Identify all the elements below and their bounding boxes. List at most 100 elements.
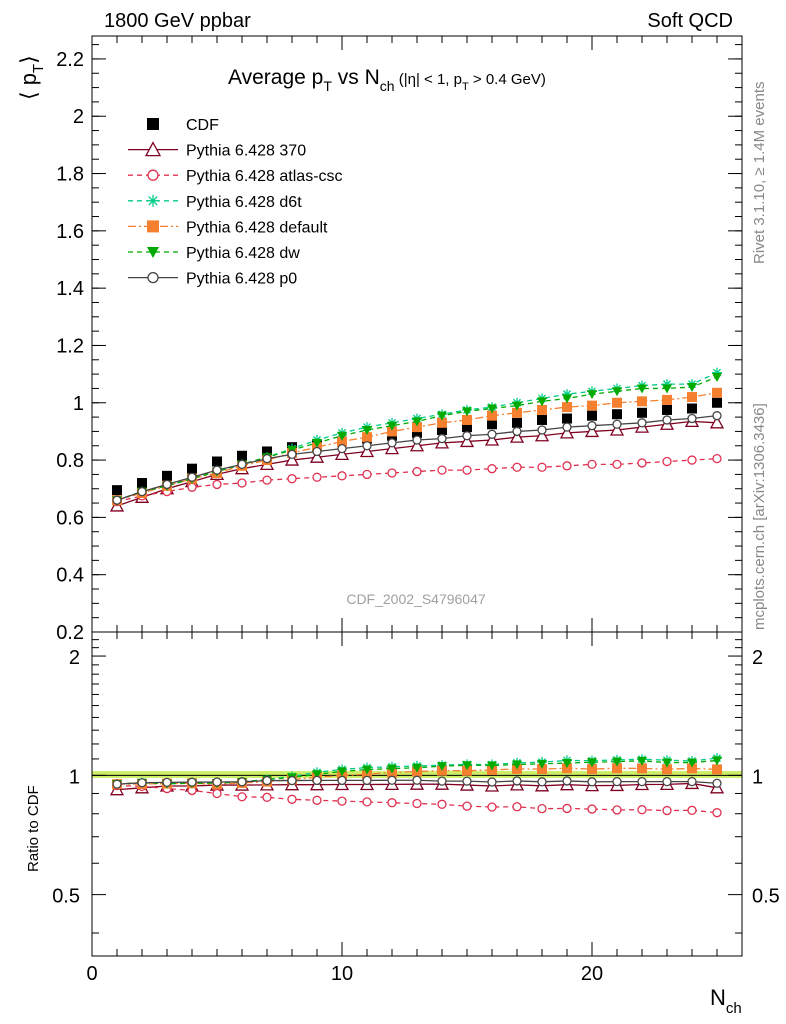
point-pythia-6-428-370 [384,441,400,455]
ratio-point-pythia-6-428-p0 [612,776,622,787]
point-pythia-6-428-370 [334,446,350,460]
ratio-plot-frame [91,631,743,957]
rivet-label: Rivet 3.1.10, ≥ 1.4M events [751,82,768,265]
legend-marker [147,118,159,130]
point-pythia-6-428-default [612,397,622,408]
legend-entry-cdf: CDF [147,117,219,134]
ratio-point-pythia-6-428-p0 [237,777,247,787]
point-pythia-6-428-default [412,422,422,433]
ratio-point-pythia-6-428-dw [712,756,722,766]
ratio-point-pythia-6-428-dw [362,765,372,775]
point-pythia-6-428-atlas-csc [312,472,322,482]
main-axis-ticks: 0.2 0.4 0.6 0.8 1 1.2 1.4 1.6 1.8 2 2.2 [56,36,743,644]
point-cdf [237,450,247,461]
point-pythia-6-428-p0 [487,429,497,439]
legend-marker [147,194,159,207]
ratio-point-pythia-6-428-p0 [487,777,497,787]
point-pythia-6-428-dw [687,383,697,393]
point-pythia-6-428-atlas-csc [437,465,447,475]
point-pythia-6-428-dw [387,421,397,431]
ratio-point-pythia-6-428-p0 [512,776,522,786]
point-cdf [537,414,547,425]
point-pythia-6-428-default [437,417,447,428]
main-y-tick-label: 0.4 [56,565,84,587]
point-cdf [462,422,472,433]
ratio-y-tick-label: 2 [69,647,80,669]
ratio-point-pythia-6-428-p0 [712,778,722,788]
point-pythia-6-428-p0 [462,431,472,441]
point-pythia-6-428-p0 [237,459,247,470]
point-pythia-6-428-p0 [637,418,647,428]
ratio-point-pythia-6-428-p0 [112,779,122,789]
point-pythia-6-428-atlas-csc [387,468,397,478]
point-pythia-6-428-dw [337,431,347,441]
point-pythia-6-428-370 [509,429,525,443]
point-pythia-6-428-370 [309,449,325,463]
point-pythia-6-428-p0 [262,453,272,464]
ratio-point-pythia-6-428-atlas-csc [612,805,622,815]
main-y-tick-label: 1.6 [56,221,84,243]
header-left: 1800 GeV ppbar [104,10,251,32]
ratio-point-pythia-6-428-default [587,764,597,775]
main-y-tick-label: 2 [73,106,84,128]
x-tick-label: 20 [581,963,603,985]
ratio-point-pythia-6-428-p0 [587,777,597,787]
point-pythia-6-428-dw [637,384,647,394]
legend-label: Pythia 6.428 d6t [186,194,302,211]
point-pythia-6-428-atlas-csc [662,456,672,467]
point-pythia-6-428-dw [612,387,622,397]
point-pythia-6-428-atlas-csc [262,475,272,485]
point-cdf [112,485,122,496]
ratio-point-pythia-6-428-atlas-csc [637,805,647,815]
main-title: Average pT vs Nch (|η| < 1, pT > 0.4 GeV… [228,66,546,94]
main-y-tick-label: 1 [73,393,84,415]
ratio-point-pythia-6-428-dw [337,767,347,777]
point-pythia-6-428-p0 [437,433,447,444]
main-y-tick-label: 0.6 [56,507,84,529]
point-pythia-6-428-atlas-csc [287,474,297,484]
main-y-tick-label: 1.8 [56,164,84,186]
legend-marker [144,141,162,157]
point-pythia-6-428-dw [712,372,722,382]
point-pythia-6-428-p0 [562,422,572,432]
point-pythia-6-428-370 [534,428,550,442]
ratio-point-pythia-6-428-atlas-csc [337,796,347,806]
point-pythia-6-428-default [587,400,597,411]
ratio-point-pythia-6-428-atlas-csc [462,801,472,811]
point-pythia-6-428-default [537,404,547,415]
ratio-point-pythia-6-428-atlas-csc [662,805,672,816]
legend-marker [147,169,159,181]
ratio-point-pythia-6-428-atlas-csc [412,798,422,809]
ratio-point-pythia-6-428-p0 [262,775,272,786]
legend-entry-pythia-6-428-dw: Pythia 6.428 dw [128,245,300,262]
point-pythia-6-428-p0 [212,465,222,475]
point-pythia-6-428-370 [484,432,500,446]
ratio-point-pythia-6-428-p0 [337,775,347,786]
ratio-point-pythia-6-428-default [662,764,672,775]
point-cdf [412,427,422,438]
ratio-axis-ticks: 0.5 0.51 12 20 10 20 [52,632,780,985]
point-pythia-6-428-atlas-csc [212,479,222,490]
point-pythia-6-428-dw [487,404,497,414]
main-y-tick-label: 0.8 [56,450,84,472]
point-pythia-6-428-dw [587,390,597,400]
legend-marker [147,271,159,284]
point-cdf [137,478,147,488]
point-cdf [212,456,222,467]
point-pythia-6-428-atlas-csc [712,453,722,464]
point-pythia-6-428-atlas-csc [362,469,372,480]
point-pythia-6-428-370 [609,422,625,436]
ratio-point-pythia-6-428-default [687,763,697,774]
point-pythia-6-428-atlas-csc [237,478,247,488]
point-pythia-6-428-p0 [337,443,347,454]
point-pythia-6-428-dw [312,438,322,448]
main-plot: 0.2 0.4 0.6 0.8 1 1.2 1.4 1.6 1.8 2 2.2 Average pT… [16,35,743,644]
point-cdf [162,470,172,481]
point-pythia-6-428-atlas-csc [537,462,547,472]
legend-label: Pythia 6.428 atlas-csc [186,168,343,185]
ratio-point-pythia-6-428-atlas-csc [487,802,497,812]
series-pythia-6-428-atlas-csc [112,453,722,507]
legend: CDF Pythia 6.428 370 Pythia 6.428 atlas-cs… [128,117,343,288]
point-pythia-6-428-dw [662,384,672,394]
point-pythia-6-428-p0 [287,449,297,459]
